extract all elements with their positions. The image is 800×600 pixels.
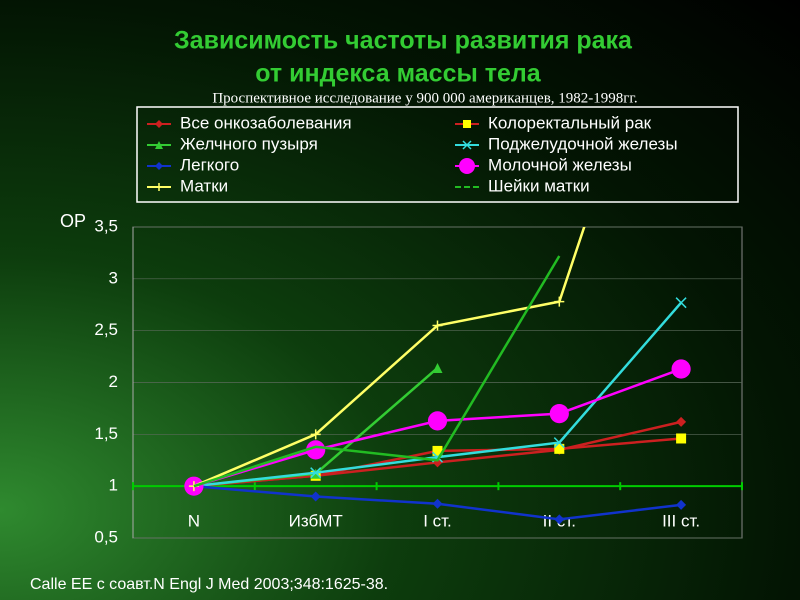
data-point <box>310 429 321 440</box>
y-tick-label: 2 <box>109 372 118 391</box>
data-point <box>671 359 691 379</box>
data-point <box>676 433 687 444</box>
legend-label: Поджелудочной железы <box>488 134 678 153</box>
legend-marker <box>459 158 475 174</box>
legend-marker <box>155 162 163 170</box>
series <box>193 255 561 488</box>
data-point <box>432 362 443 373</box>
x-tick-label: ИзбМТ <box>289 511 343 530</box>
y-tick-label: 1 <box>109 476 118 495</box>
data-point <box>432 320 443 331</box>
data-point <box>427 411 448 431</box>
series <box>188 481 687 525</box>
data-point <box>432 445 443 456</box>
legend-label: Шейки матки <box>488 176 590 195</box>
series <box>184 359 691 496</box>
data-point <box>676 499 687 510</box>
data-point <box>553 437 565 449</box>
legend-label: Колоректальный рак <box>488 113 652 132</box>
y-axis-label: ОР <box>60 211 86 231</box>
x-tick-label: N <box>188 511 200 530</box>
legend-marker <box>155 120 163 128</box>
title: от индекса массы тела <box>255 60 542 88</box>
data-point <box>306 440 326 460</box>
series-line <box>193 255 561 488</box>
legend-marker <box>155 141 163 149</box>
legend-marker <box>462 140 472 150</box>
legend-marker <box>155 183 163 191</box>
y-tick-label: 1,5 <box>94 424 118 443</box>
x-tick-label: I ст. <box>423 511 452 530</box>
series <box>188 227 586 492</box>
data-point <box>310 491 321 502</box>
y-tick-label: 3 <box>109 268 118 287</box>
legend-label: Все онкозаболевания <box>180 113 352 132</box>
data-point <box>675 297 687 309</box>
x-tick-label: III ст. <box>662 511 700 530</box>
y-tick-label: 0,5 <box>94 527 118 546</box>
legend-label: Легкого <box>180 155 239 174</box>
legend-label: Желчного пузыря <box>180 134 318 153</box>
data-point <box>554 443 565 454</box>
data-point <box>432 498 443 509</box>
legend-label: Молочной железы <box>488 155 632 174</box>
data-point <box>549 404 569 424</box>
data-point <box>554 296 565 307</box>
legend-box <box>136 106 739 203</box>
y-tick-label: 2,5 <box>94 320 118 339</box>
legend-marker <box>463 120 471 128</box>
data-point <box>554 514 565 525</box>
subtitle: Проспективное исследование у 900 000 аме… <box>212 90 637 106</box>
legend-label: Матки <box>180 176 228 195</box>
data-point <box>310 467 322 479</box>
data-point <box>676 416 687 427</box>
source: Calle EE с соавт.N Engl J Med 2003;348:1… <box>30 576 388 593</box>
series-line <box>193 367 439 488</box>
title: Зависимость частоты развития рака <box>174 27 633 55</box>
y-tick-label: 3,5 <box>94 216 118 235</box>
